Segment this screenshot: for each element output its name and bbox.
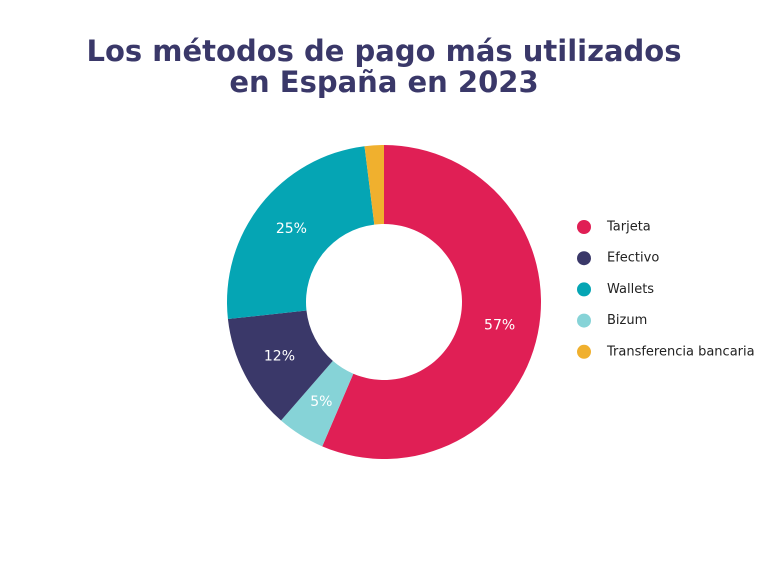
- donut-slice: [322, 145, 541, 459]
- chart-title: Los métodos de pago más utilizados en Es…: [86, 34, 682, 99]
- donut-slice: [281, 360, 354, 447]
- legend-label: Transferencia bancaria: [606, 344, 755, 359]
- legend-swatch: [577, 282, 591, 297]
- donut-slice: [364, 145, 384, 225]
- data-label: 5%: [310, 394, 332, 410]
- data-label: 12%: [264, 349, 295, 365]
- data-label: 57%: [484, 318, 515, 334]
- legend-swatch: [577, 251, 591, 266]
- legend-swatch: [577, 313, 591, 328]
- legend-swatch: [577, 220, 591, 234]
- data-label: 25%: [276, 221, 307, 237]
- legend-label: Tarjeta: [606, 220, 651, 235]
- legend-label: Bizum: [607, 313, 647, 328]
- legend-swatch: [577, 344, 591, 359]
- donut-slice: [227, 310, 333, 421]
- donut-slice: [227, 146, 375, 320]
- legend-label: Wallets: [607, 282, 654, 297]
- legend-label: Efectivo: [607, 251, 659, 266]
